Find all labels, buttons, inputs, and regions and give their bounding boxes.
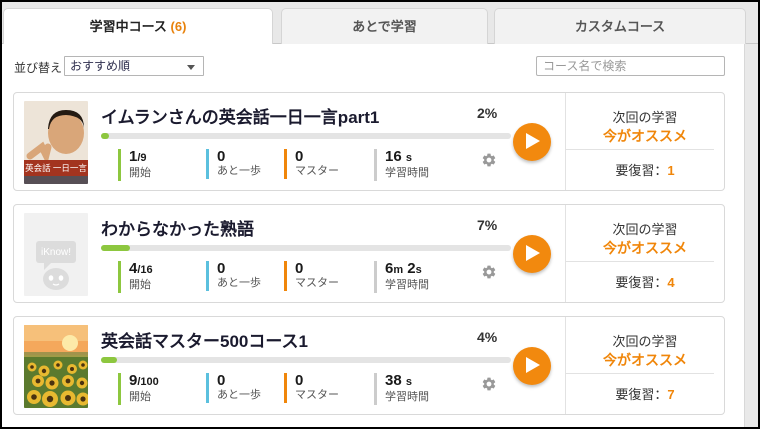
svg-text:英会話 一日一言: 英会話 一日一言 xyxy=(25,163,87,173)
svg-text:iKnow!: iKnow! xyxy=(41,247,71,258)
